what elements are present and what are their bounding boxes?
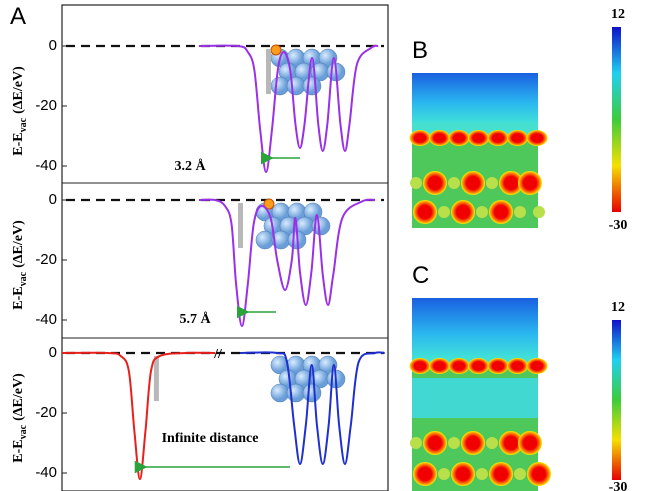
bulk-atom xyxy=(518,171,542,195)
bulk-atom xyxy=(451,462,475,486)
surface-atom xyxy=(287,77,305,95)
energy-curve xyxy=(199,46,378,172)
y-tick-label: -20 xyxy=(35,404,57,421)
surface-atom xyxy=(303,384,321,402)
bulk-atom xyxy=(438,468,450,480)
vacuum-region xyxy=(412,73,538,123)
bulk-atom xyxy=(461,431,485,455)
surface-atom-row xyxy=(507,130,528,146)
bulk-atom xyxy=(413,200,437,224)
surface-atom-row xyxy=(488,358,509,374)
y-tick-label: 0 xyxy=(49,37,57,54)
y-tick-label: 0 xyxy=(49,344,57,361)
panel-label: A xyxy=(10,3,26,30)
colorbar xyxy=(612,27,621,212)
bulk-atom xyxy=(476,468,488,480)
panel-label: C xyxy=(412,262,429,289)
bulk-atom xyxy=(476,206,488,218)
surface-atom-row xyxy=(449,130,470,146)
bulk-atom xyxy=(489,200,513,224)
y-label-main: E-E xyxy=(11,439,26,462)
bulk-atom xyxy=(514,206,526,218)
y-label-main: E-E xyxy=(11,132,26,155)
heatmap xyxy=(410,298,552,491)
surface-atom-row xyxy=(527,358,548,374)
y-tick-label: -40 xyxy=(35,157,57,174)
bulk-atom xyxy=(533,206,545,218)
bulk-atom xyxy=(451,200,475,224)
surface-atom-row xyxy=(410,130,431,146)
panel-label: B xyxy=(412,37,428,64)
figure: A0-20-40E-Evac(ΔE/eV)3.2 Å0-20-40E-Evac(… xyxy=(0,0,665,491)
colorbar-tick-label: 12 xyxy=(611,300,625,315)
gray-bar xyxy=(266,49,271,94)
surface-atom xyxy=(256,231,274,249)
energy-curve xyxy=(240,352,385,464)
bulk-atom xyxy=(423,171,447,195)
y-label-sub: vac xyxy=(18,271,29,286)
energy-curve xyxy=(62,353,215,479)
gray-bar xyxy=(154,356,159,401)
bulk-atom xyxy=(486,437,498,449)
bulk-atom xyxy=(461,171,485,195)
y-label-unit: (ΔE/eV) xyxy=(11,66,26,114)
surface-atom-row xyxy=(468,358,489,374)
surface-atom-row xyxy=(488,130,509,146)
bulk-atom xyxy=(438,206,450,218)
surface-atom-row xyxy=(410,358,431,374)
colorbar-tick-label: 12 xyxy=(611,7,625,22)
surface-atom xyxy=(271,384,289,402)
bulk-atom xyxy=(410,437,422,449)
gray-bar xyxy=(238,203,243,248)
surface-atom-row xyxy=(429,358,450,374)
bulk-atom xyxy=(448,177,460,189)
y-tick-label: -40 xyxy=(35,311,57,328)
vacuum-region xyxy=(412,298,538,358)
bulk-atom xyxy=(514,468,526,480)
surface-atom-row xyxy=(507,358,528,374)
surface-atom xyxy=(303,77,321,95)
y-label-unit: (ΔE/eV) xyxy=(11,373,26,421)
y-tick-label: -20 xyxy=(35,97,57,114)
bulk-atom xyxy=(486,177,498,189)
bulk-atom xyxy=(527,462,551,486)
band xyxy=(412,378,538,418)
y-label-main: E-E xyxy=(11,286,26,309)
bulk-atom xyxy=(410,177,422,189)
colorbar-tick-label: -30 xyxy=(609,218,628,233)
annotation: 3.2 Å xyxy=(174,158,206,174)
adatom xyxy=(271,45,281,55)
y-tick-label: -20 xyxy=(35,251,57,268)
surface-atom-row xyxy=(468,130,489,146)
y-tick-label: -40 xyxy=(35,464,57,481)
axis-break: // xyxy=(213,347,223,362)
surface-atom xyxy=(271,77,289,95)
y-label-unit: (ΔE/eV) xyxy=(11,220,26,268)
surface-atom-row xyxy=(429,130,450,146)
surface-atom-row xyxy=(527,130,548,146)
heatmap xyxy=(410,73,548,228)
y-label-sub: vac xyxy=(18,424,29,439)
y-label-sub: vac xyxy=(18,117,29,132)
colorbar-tick-label: -30 xyxy=(609,480,628,491)
y-axis-label: E-Evac (ΔE/eV) xyxy=(11,373,29,463)
bulk-atom xyxy=(413,462,437,486)
bulk-atom xyxy=(518,431,542,455)
y-axis-label: E-Evac (ΔE/eV) xyxy=(11,66,29,156)
bulk-atom xyxy=(423,431,447,455)
y-axis-label: E-Evac (ΔE/eV) xyxy=(11,220,29,310)
bulk-atom xyxy=(448,437,460,449)
annotation: 5.7 Å xyxy=(179,311,211,327)
bulk-atom xyxy=(489,462,513,486)
y-tick-label: 0 xyxy=(49,191,57,208)
annotation: Infinite distance xyxy=(162,431,259,446)
surface-atom-row xyxy=(449,358,470,374)
colorbar xyxy=(612,320,621,480)
